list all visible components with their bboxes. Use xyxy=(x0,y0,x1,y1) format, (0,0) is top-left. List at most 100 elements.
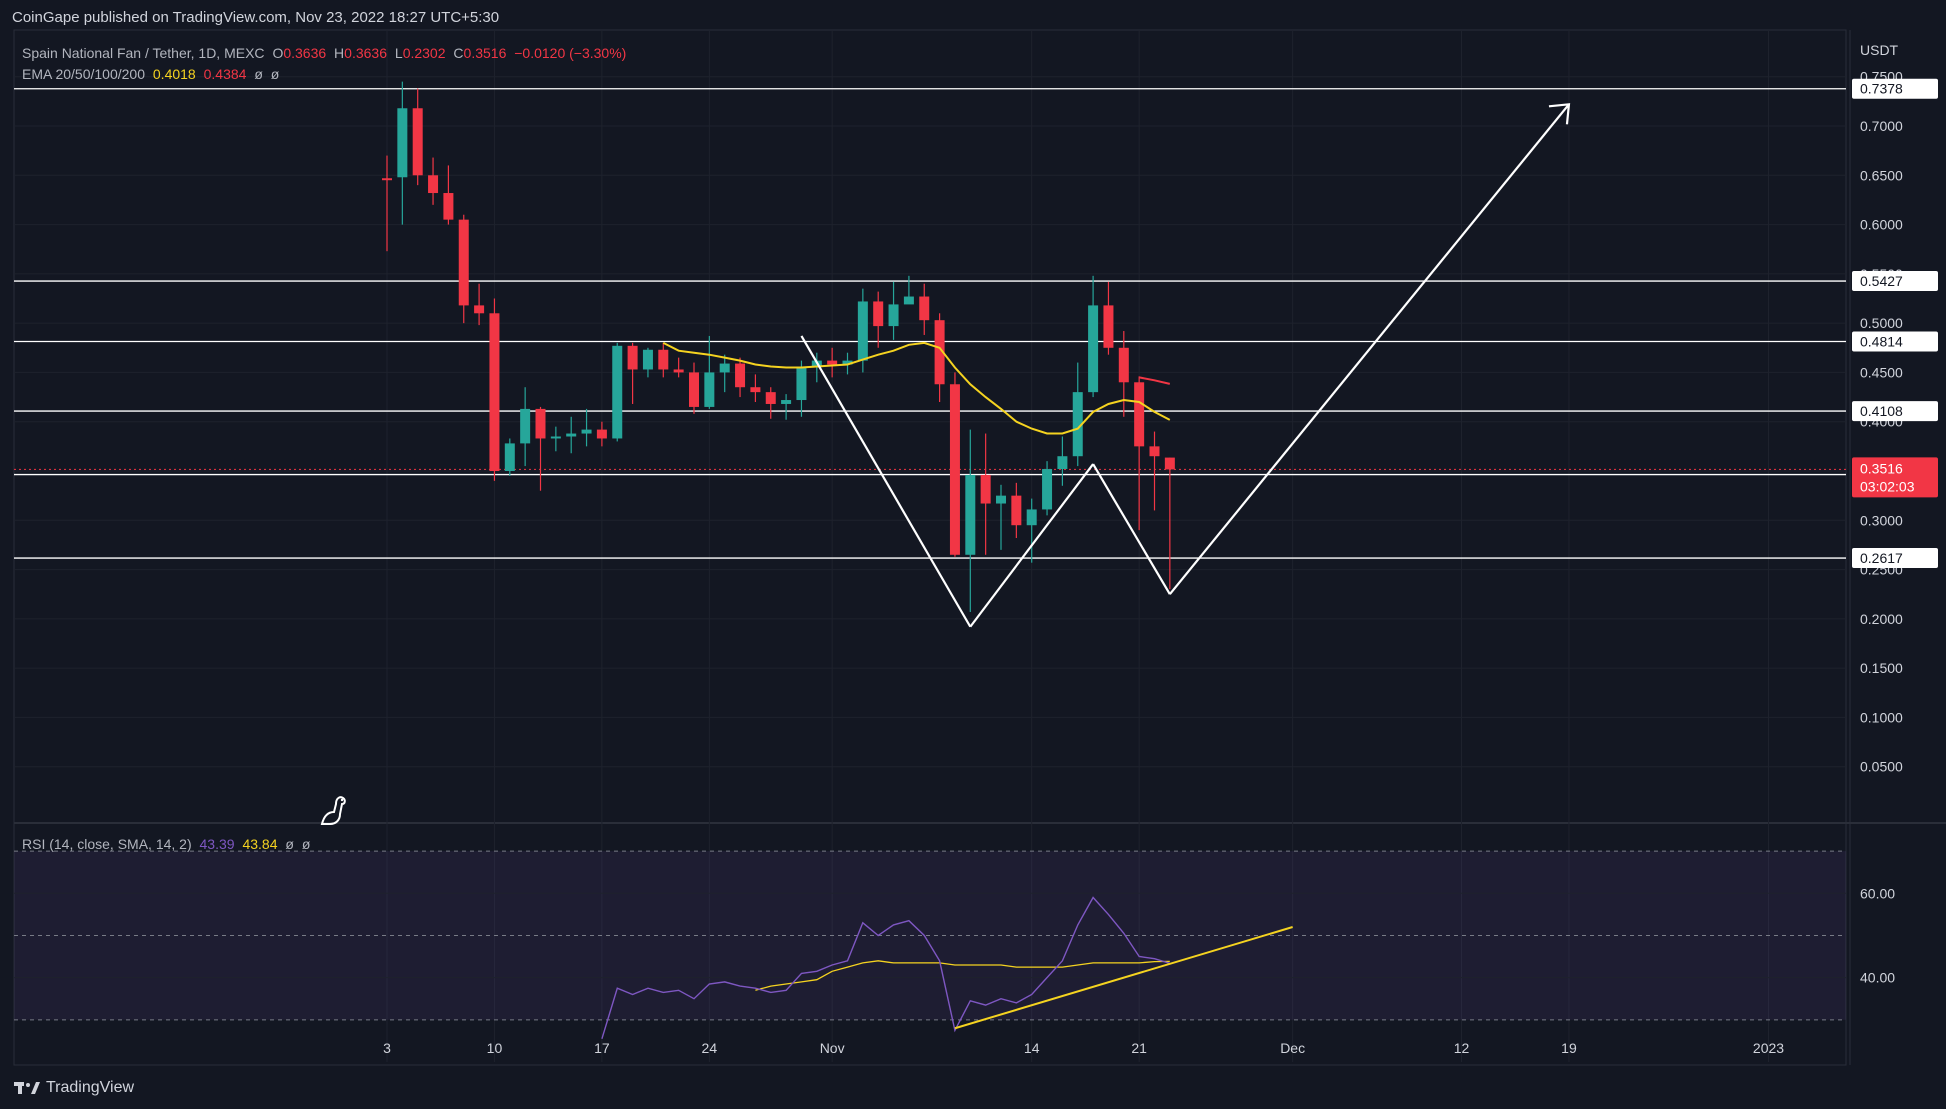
candles xyxy=(382,81,1175,612)
open-label: O xyxy=(272,45,284,61)
price-tick-label: 0.1500 xyxy=(1860,660,1903,676)
ema-lines xyxy=(662,341,1171,435)
candle-body xyxy=(520,408,531,444)
time-tick-label: Nov xyxy=(820,1040,845,1056)
candle-body xyxy=(1011,495,1022,526)
candle-body xyxy=(1103,305,1114,348)
dinosaur-icon xyxy=(320,796,346,825)
rsi-value-2: 43.84 xyxy=(242,836,278,852)
candle-body xyxy=(765,392,776,404)
level-tag-label: 0.4108 xyxy=(1860,403,1903,419)
level-tag xyxy=(1852,271,1938,292)
pattern-line xyxy=(800,335,972,628)
price-tick-label: 0.5000 xyxy=(1860,315,1903,331)
price-tick-label: 0.2000 xyxy=(1860,611,1903,627)
candle-body xyxy=(489,313,500,471)
arrow-head xyxy=(1548,103,1571,125)
candle-body xyxy=(535,408,546,439)
candle-body xyxy=(735,363,746,388)
symbol-name: Spain National Fan / Tether, 1D, MEXC xyxy=(22,45,265,61)
ema-value-1: 0.4018 xyxy=(152,66,196,82)
candle-body xyxy=(1072,392,1083,457)
time-tick-label: 12 xyxy=(1454,1040,1470,1056)
candle-body xyxy=(612,345,623,439)
time-tick-label: 17 xyxy=(594,1040,610,1056)
rsi-trendline xyxy=(954,926,1293,1030)
ema-legend[interactable]: EMA 20/50/100/200 0.4018 0.4384 ø ø xyxy=(22,66,283,82)
price-chart[interactable]: 0.75000.70000.65000.60000.55000.50000.45… xyxy=(0,0,1946,1067)
tradingview-logo-icon xyxy=(14,1082,40,1094)
rsi-line xyxy=(601,896,1171,1040)
candle-body xyxy=(566,433,577,437)
time-tick-label: 24 xyxy=(702,1040,718,1056)
candle-body xyxy=(550,436,561,439)
bar-countdown-label: 03:02:03 xyxy=(1860,478,1915,494)
ema-value-4: ø xyxy=(270,66,280,82)
candle-body xyxy=(965,474,976,555)
price-tick-label: 0.3000 xyxy=(1860,512,1903,528)
candle-body xyxy=(842,360,853,365)
time-tick-label: 3 xyxy=(383,1040,391,1056)
candle-body xyxy=(919,296,930,321)
level-tag-label: 0.4814 xyxy=(1860,333,1903,349)
plot-frame xyxy=(13,29,1847,1066)
candle-body xyxy=(1164,457,1175,470)
rsi-value-4: ø xyxy=(301,836,311,852)
low-value: 0.2302 xyxy=(402,45,446,61)
last-price-tag xyxy=(1852,457,1938,498)
axes: 0.75000.70000.65000.60000.55000.50000.45… xyxy=(383,42,1938,1056)
level-tag-label: 0.2617 xyxy=(1860,550,1903,566)
ema-value-2: 0.4384 xyxy=(203,66,247,82)
candle-body xyxy=(796,367,807,401)
level-tag xyxy=(1852,331,1938,352)
time-tick-label: 14 xyxy=(1024,1040,1040,1056)
candle-body xyxy=(412,108,423,176)
rsi-pane xyxy=(14,850,1846,1040)
pattern-drawing xyxy=(800,103,1571,628)
open-value: 0.3636 xyxy=(283,45,327,61)
candle-body xyxy=(382,178,392,181)
time-tick-label: 2023 xyxy=(1753,1040,1784,1056)
candle-body xyxy=(934,320,945,385)
level-tag-label: 0.5427 xyxy=(1860,273,1903,289)
high-value: 0.3636 xyxy=(344,45,387,61)
candle-body xyxy=(627,345,638,370)
candle-body xyxy=(504,443,515,471)
price-tick-label: 0.4500 xyxy=(1860,364,1903,380)
tradingview-brand: TradingView xyxy=(46,1079,135,1096)
candle-body xyxy=(980,474,991,504)
candle-body xyxy=(1026,509,1037,526)
candle-body xyxy=(750,387,761,393)
publisher-caption: CoinGape published on TradingView.com, N… xyxy=(12,9,500,26)
candle-body xyxy=(673,369,684,373)
level-tag-label: 0.7378 xyxy=(1860,81,1903,97)
rsi-tick-label: 40.00 xyxy=(1860,970,1895,986)
candle-body xyxy=(719,363,730,373)
price-tick-label: 0.0500 xyxy=(1860,759,1903,775)
candle-body xyxy=(949,384,960,555)
tradingview-logo[interactable]: TradingView xyxy=(14,1079,134,1097)
candle-body xyxy=(689,372,699,407)
candle-body xyxy=(596,429,607,439)
rsi-legend[interactable]: RSI (14, close, SMA, 14, 2) 43.39 43.84 … xyxy=(22,836,314,852)
pattern-line xyxy=(1168,103,1570,595)
candle-body xyxy=(581,429,592,434)
rsi-value-3: ø xyxy=(285,836,294,852)
ema-label: EMA 20/50/100/200 xyxy=(22,66,145,82)
candle-body xyxy=(443,193,454,220)
ema50-line xyxy=(1139,376,1171,385)
candle-body xyxy=(873,301,884,327)
time-tick-label: 10 xyxy=(487,1040,503,1056)
candle-body xyxy=(827,360,838,365)
candle-body xyxy=(857,301,868,361)
candle-body xyxy=(642,349,653,370)
low-label: L xyxy=(394,45,403,61)
price-tick-label: 0.6000 xyxy=(1860,217,1903,233)
candle-body xyxy=(996,495,1006,504)
price-tick-label: 0.7000 xyxy=(1860,118,1903,134)
candle-body xyxy=(1118,347,1129,383)
candle-body xyxy=(428,175,439,194)
time-tick-label: 21 xyxy=(1131,1040,1147,1056)
rsi-label: RSI (14, close, SMA, 14, 2) xyxy=(22,836,192,852)
price-tick-label: 0.1000 xyxy=(1860,709,1903,725)
